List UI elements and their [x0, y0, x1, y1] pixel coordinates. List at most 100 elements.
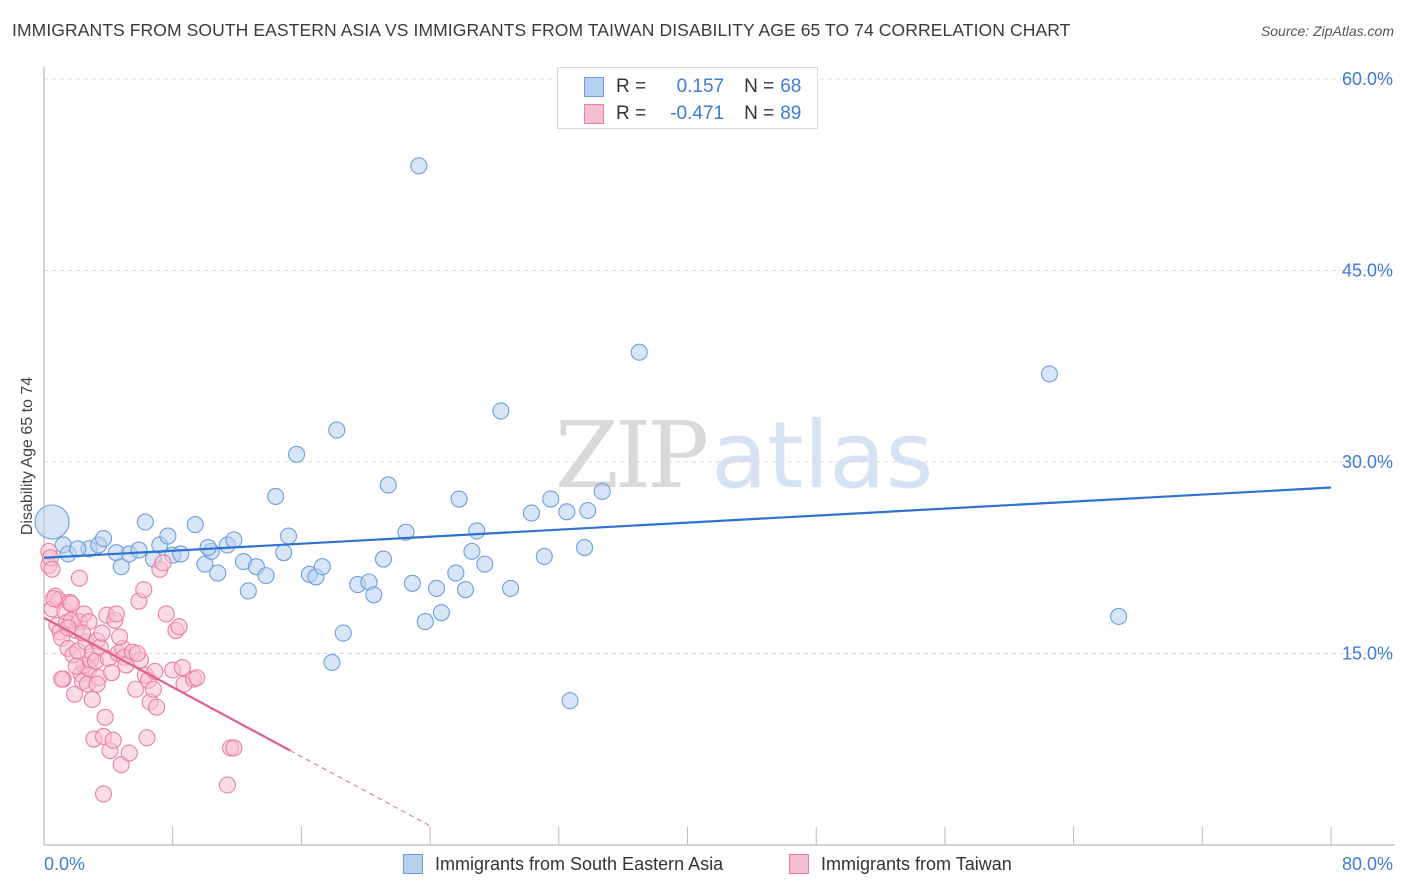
blue-point [403, 574, 421, 592]
pink-point [96, 708, 114, 726]
blue-point [447, 564, 465, 582]
blue-point [34, 504, 70, 540]
blue-point [630, 343, 648, 361]
trend-lines [43, 486, 1332, 827]
blue-point [136, 513, 154, 531]
blue-point [209, 564, 227, 582]
trend-line-pink-extension [289, 749, 431, 827]
pink-point [173, 658, 191, 677]
pink-point [127, 680, 145, 698]
blue-point [159, 527, 177, 545]
blue-point [288, 445, 306, 463]
legend-r-value: 0.157 [676, 76, 725, 97]
x-tick-label: 0.0% [44, 854, 85, 874]
pink-point [157, 605, 175, 623]
y-tick-label: 60.0% [1342, 69, 1393, 89]
legend-swatch-pink [584, 104, 604, 124]
pink-point [225, 739, 243, 757]
bottom-legend-label-pink: Immigrants from Taiwan [821, 853, 1012, 874]
blue-point [522, 504, 541, 522]
blue-point [279, 527, 298, 545]
bottom-legend-swatch-pink [789, 854, 809, 874]
blue-point [416, 613, 434, 631]
blue-point [94, 530, 113, 548]
pink-point [62, 595, 80, 613]
blue-point [468, 522, 486, 540]
blue-point [334, 624, 352, 642]
legend-r-label: R = [616, 103, 647, 124]
pink-point [148, 698, 166, 716]
pink-point [218, 776, 236, 794]
blue-point [492, 402, 510, 420]
trend-line-pink [43, 616, 291, 752]
pink-point [43, 560, 61, 578]
pink-point [66, 685, 84, 703]
pink-point [170, 618, 188, 636]
blue-point [225, 531, 243, 549]
bottom-legend-swatch-blue [403, 854, 423, 874]
blue-point [427, 579, 446, 597]
blue-point [313, 558, 331, 576]
pink-point [103, 664, 121, 682]
legend-swatch-blue [584, 77, 604, 97]
blue-point [535, 547, 553, 566]
correlation-legend: R = 0.157 N = 68 R = -0.471 N = 89 [557, 67, 818, 129]
legend-r-label: R = [616, 76, 647, 97]
blue-point [561, 692, 579, 710]
data-points [34, 157, 1128, 803]
blue-point [593, 482, 611, 500]
blue-point [267, 487, 285, 506]
blue-point [432, 604, 450, 622]
chart-title: IMMIGRANTS FROM SOUTH EASTERN ASIA VS IM… [12, 20, 1071, 40]
x-tick-label: 80.0% [1342, 854, 1393, 874]
blue-point [579, 501, 597, 520]
blue-point [275, 544, 293, 562]
pink-point [45, 590, 63, 608]
blue-point [374, 550, 392, 568]
blue-point [239, 582, 257, 600]
pink-point [53, 670, 71, 688]
y-tick-label: 45.0% [1342, 261, 1393, 281]
y-tick-label: 30.0% [1342, 452, 1393, 472]
blue-point [456, 581, 475, 599]
blue-point [542, 490, 560, 508]
bottom-legend-pink: Immigrants from Taiwan [789, 852, 1012, 876]
blue-point [112, 558, 130, 576]
legend-r-value: -0.471 [670, 103, 725, 124]
legend-n-label: N = [744, 103, 775, 124]
blue-point [328, 421, 346, 439]
bottom-legend-label-blue: Immigrants from South Eastern Asia [435, 853, 724, 874]
pink-point [88, 675, 106, 693]
legend-n-label: N = [744, 76, 775, 97]
blue-point [365, 586, 383, 604]
blue-point [69, 540, 87, 558]
blue-point [257, 567, 275, 585]
pink-point [67, 657, 85, 675]
blue-point [397, 523, 415, 541]
blue-point [379, 476, 397, 494]
pink-point [138, 729, 156, 747]
legend-n-value: 89 [780, 103, 802, 124]
pink-point [144, 680, 162, 698]
pink-point [83, 690, 101, 709]
blue-point [172, 545, 190, 563]
blue-point [501, 579, 520, 597]
legend-row-blue: R = 0.157 N = 68 [584, 76, 801, 98]
pink-point [104, 731, 122, 749]
bottom-legend-blue: Immigrants from South Eastern Asia [403, 852, 723, 876]
pink-point [154, 554, 172, 572]
legend-row-pink: R = -0.471 N = 89 [584, 103, 801, 125]
legend-n-value: 68 [780, 76, 802, 97]
trend-line-blue [43, 486, 1332, 559]
blue-point [463, 542, 481, 560]
pink-point [94, 785, 113, 803]
pink-point [70, 569, 88, 587]
pink-point [128, 644, 146, 663]
pink-point [93, 624, 111, 642]
blue-point [410, 157, 428, 175]
pink-point [111, 628, 129, 646]
blue-point [575, 538, 594, 557]
pink-point [107, 605, 125, 623]
blue-point [450, 490, 468, 508]
